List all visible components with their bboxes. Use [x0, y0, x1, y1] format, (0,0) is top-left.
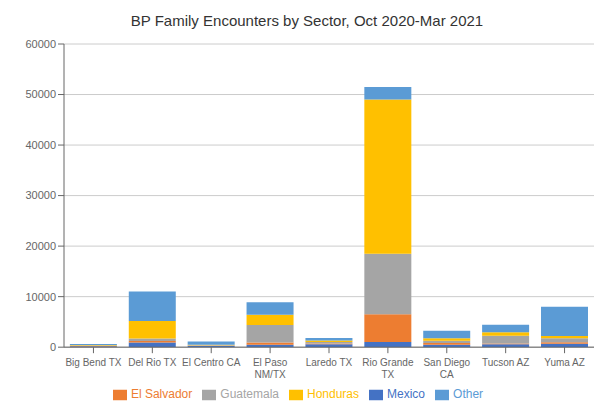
svg-text:Del Rio TX: Del Rio TX	[128, 357, 176, 368]
svg-text:Rio GrandeTX: Rio GrandeTX	[362, 357, 414, 380]
html-text:BP Family Encounters by Sector: BP Family Encounters by Sector, Oct 2020…	[130, 12, 484, 29]
html-text:Guatemala: Guatemala	[220, 387, 279, 402]
svg-text:Tucson AZ: Tucson AZ	[482, 357, 529, 368]
html-text:El Salvador: El Salvador	[130, 387, 193, 402]
svg-text:El Centro CA: El Centro CA	[182, 357, 241, 368]
html-text:Mexico: Mexico	[387, 387, 425, 402]
svg-text:Yuma AZ: Yuma AZ	[544, 357, 585, 368]
svg-text:40000: 40000	[25, 139, 56, 151]
svg-text:0: 0	[50, 341, 56, 353]
html-text:Other: Other	[453, 387, 484, 402]
svg-text:El PasoNM/TX: El PasoNM/TX	[253, 357, 288, 380]
svg-text:20000: 20000	[25, 240, 56, 252]
svg-text:50000: 50000	[25, 88, 56, 100]
svg-text:San DiegoCA: San DiegoCA	[423, 357, 470, 380]
svg-text:Big Bend TX: Big Bend TX	[65, 357, 121, 368]
svg-text:10000: 10000	[25, 291, 56, 303]
svg-text:60000: 60000	[25, 38, 56, 50]
svg-text:Laredo TX: Laredo TX	[306, 357, 353, 368]
svg-text:30000: 30000	[25, 189, 56, 201]
html-text:Honduras: Honduras	[307, 387, 359, 402]
